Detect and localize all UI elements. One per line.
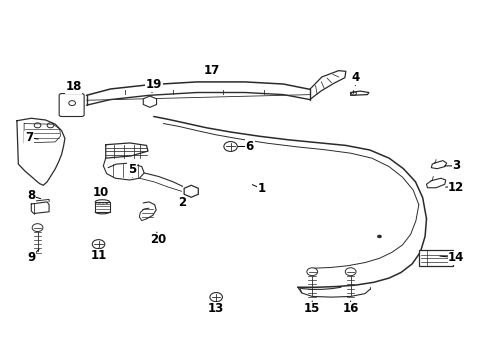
Text: 17: 17 xyxy=(203,64,220,77)
Polygon shape xyxy=(184,185,198,197)
Text: 8: 8 xyxy=(27,189,35,202)
Circle shape xyxy=(224,141,237,152)
Text: 6: 6 xyxy=(245,140,254,153)
Text: 13: 13 xyxy=(208,302,224,315)
Polygon shape xyxy=(143,96,157,107)
Text: 19: 19 xyxy=(146,78,162,91)
Text: 2: 2 xyxy=(178,197,187,210)
Circle shape xyxy=(210,293,222,302)
Circle shape xyxy=(92,240,105,249)
Circle shape xyxy=(32,224,43,231)
Text: 1: 1 xyxy=(258,182,266,195)
Circle shape xyxy=(307,268,318,276)
Text: 3: 3 xyxy=(452,159,460,172)
Text: 7: 7 xyxy=(25,131,33,144)
Text: 12: 12 xyxy=(448,181,465,194)
Circle shape xyxy=(377,235,382,238)
Text: 15: 15 xyxy=(304,302,320,315)
Text: 11: 11 xyxy=(91,249,107,262)
Text: 16: 16 xyxy=(343,302,359,315)
FancyBboxPatch shape xyxy=(59,94,84,117)
Text: 9: 9 xyxy=(27,251,35,264)
Text: 10: 10 xyxy=(93,186,109,199)
Circle shape xyxy=(345,268,356,276)
Text: 14: 14 xyxy=(448,251,465,264)
Text: 18: 18 xyxy=(65,80,82,93)
FancyBboxPatch shape xyxy=(419,249,453,266)
Text: 4: 4 xyxy=(351,71,360,84)
Text: 20: 20 xyxy=(150,234,167,247)
Text: 5: 5 xyxy=(128,163,136,176)
